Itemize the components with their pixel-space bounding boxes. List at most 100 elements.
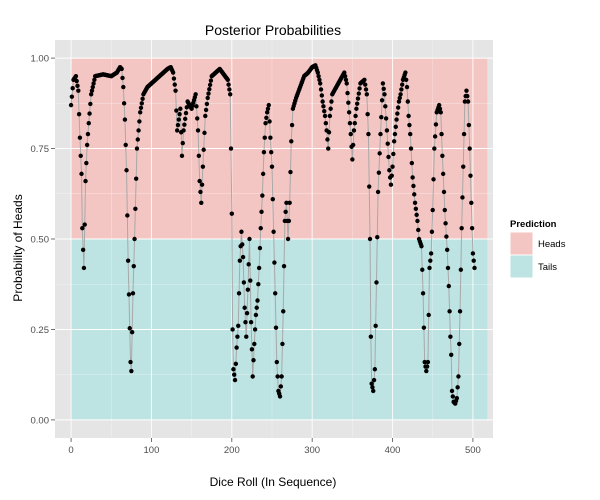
data-point <box>367 184 372 189</box>
data-point <box>286 218 292 224</box>
data-point <box>273 325 279 330</box>
data-point <box>344 81 349 86</box>
data-point <box>387 168 392 173</box>
data-point <box>137 110 143 115</box>
data-point <box>351 128 357 133</box>
data-point <box>465 99 471 104</box>
data-point <box>225 77 230 83</box>
data-point <box>248 278 253 283</box>
data-point <box>443 221 448 226</box>
data-point <box>364 92 370 97</box>
data-point <box>206 91 211 96</box>
data-point <box>356 91 361 96</box>
data-point <box>139 101 144 106</box>
data-point <box>265 106 271 111</box>
legend-title: Prediction <box>510 219 557 230</box>
data-point <box>315 70 320 75</box>
data-point <box>328 106 333 111</box>
data-point <box>371 388 376 394</box>
legend-key-heads <box>509 231 534 256</box>
data-point <box>244 334 249 339</box>
data-point <box>256 265 262 271</box>
data-point <box>450 394 456 399</box>
data-point <box>411 183 416 189</box>
data-point <box>404 84 410 90</box>
y-tick-label: 0.50 <box>31 235 50 246</box>
data-point <box>322 113 328 119</box>
data-point <box>429 229 435 234</box>
data-point <box>133 206 138 212</box>
data-point <box>342 73 348 79</box>
data-point <box>383 116 389 121</box>
data-point <box>230 327 235 332</box>
data-point <box>226 82 231 87</box>
data-point <box>243 320 248 325</box>
data-point <box>198 189 203 195</box>
data-point <box>268 149 274 155</box>
data-point <box>208 78 214 83</box>
data-point <box>74 78 79 84</box>
data-point <box>251 358 256 363</box>
data-point <box>76 111 82 117</box>
data-point <box>125 213 130 218</box>
data-point <box>183 110 189 116</box>
data-point <box>136 128 141 133</box>
data-point <box>264 110 270 115</box>
data-point <box>170 70 176 75</box>
data-point <box>391 139 397 144</box>
data-point <box>244 310 250 316</box>
data-point <box>457 341 462 347</box>
data-point <box>408 146 414 151</box>
data-point <box>135 137 140 142</box>
data-point <box>426 312 431 318</box>
data-point <box>455 385 460 390</box>
data-point <box>245 287 251 292</box>
data-point <box>119 66 124 72</box>
data-point <box>201 147 206 152</box>
y-tick-label: 0.75 <box>31 144 50 155</box>
data-point <box>439 131 444 137</box>
data-point <box>385 141 390 146</box>
data-point <box>470 251 476 256</box>
data-point <box>399 82 405 87</box>
x-tick-label: 200 <box>224 445 240 456</box>
data-point <box>272 260 277 265</box>
data-point <box>405 99 411 104</box>
data-point <box>323 121 329 126</box>
data-point <box>177 111 182 117</box>
data-point <box>178 106 183 111</box>
data-point <box>88 101 93 107</box>
data-point <box>414 212 419 218</box>
data-point <box>137 119 142 124</box>
data-point <box>268 135 273 140</box>
data-point <box>469 225 475 231</box>
data-point <box>287 200 292 206</box>
x-tick-label: 100 <box>144 445 160 456</box>
data-point <box>437 106 443 111</box>
data-point <box>322 108 327 114</box>
data-point <box>393 124 398 130</box>
data-point <box>260 171 266 177</box>
data-point <box>231 367 236 372</box>
data-point <box>199 182 205 187</box>
data-point <box>182 116 188 122</box>
data-point <box>85 131 91 137</box>
data-point <box>196 153 202 158</box>
data-point <box>253 312 259 318</box>
data-point <box>318 81 323 86</box>
data-point <box>427 265 432 271</box>
y-tick-label: 0.25 <box>31 325 50 336</box>
x-tick-label: 300 <box>304 445 320 456</box>
data-point <box>125 258 131 263</box>
data-point <box>234 345 239 350</box>
data-point <box>391 151 396 157</box>
data-point <box>379 98 385 103</box>
data-point <box>140 96 145 102</box>
x-tick-label: 500 <box>465 445 481 456</box>
data-point <box>242 305 247 310</box>
data-point <box>132 236 137 242</box>
data-point <box>134 146 140 151</box>
data-point <box>82 222 87 227</box>
data-point <box>262 135 267 140</box>
data-point <box>412 192 417 197</box>
